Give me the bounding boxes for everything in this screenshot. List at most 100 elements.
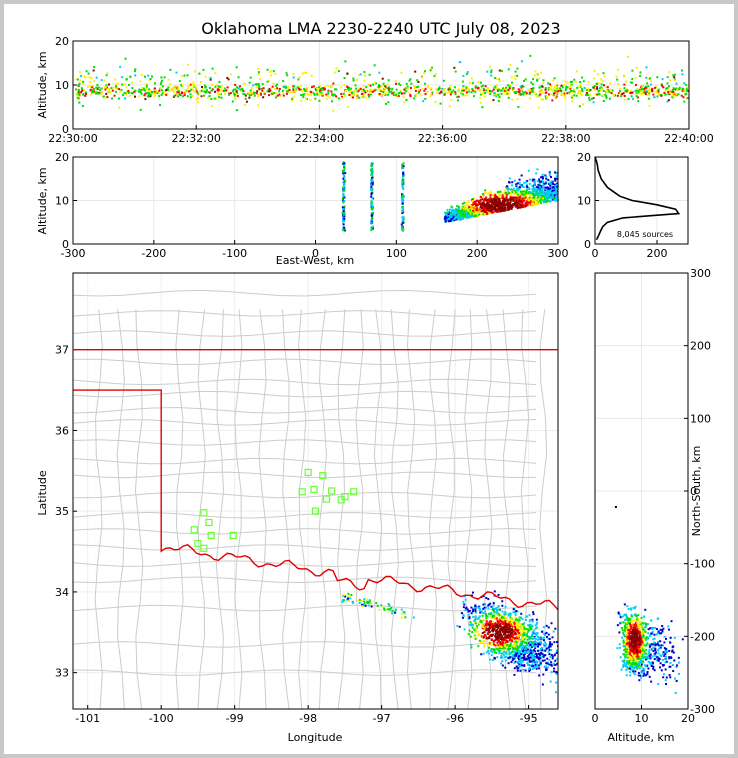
- altitude-time-source: [594, 93, 597, 96]
- altitude-time-source: [563, 94, 566, 97]
- north-south-source: [627, 621, 630, 624]
- east-west-storm-source: [493, 196, 496, 199]
- map-lightning-source: [492, 615, 495, 618]
- altitude-time-source: [183, 94, 186, 97]
- altitude-time-source: [570, 96, 573, 99]
- altitude-time-source: [176, 90, 179, 93]
- altitude-time-source: [542, 79, 545, 82]
- altitude-time-source: [294, 90, 297, 93]
- altitude-time-source: [390, 90, 393, 93]
- map-lightning-source: [364, 604, 367, 607]
- north-south-source: [659, 628, 662, 631]
- altitude-time-source: [521, 85, 524, 88]
- map-lightning-source: [537, 657, 540, 660]
- map-lightning-source: [519, 664, 522, 667]
- altitude-time-source: [200, 81, 203, 84]
- map-lightning-source: [504, 637, 507, 640]
- altitude-time-source: [333, 71, 336, 74]
- altitude-time-source: [147, 89, 150, 92]
- altitude-time-source: [261, 83, 264, 86]
- east-west-column-source: [370, 172, 373, 175]
- map-lightning-source: [467, 633, 470, 636]
- altitude-time-source: [138, 95, 141, 98]
- east-west-column-source: [371, 217, 374, 220]
- map-lightning-source: [507, 626, 510, 629]
- north-south-source: [641, 638, 644, 641]
- altitude-time-source: [400, 92, 403, 95]
- east-west-storm-source: [518, 196, 521, 199]
- map-lightning-source: [562, 641, 564, 643]
- east-west-storm-source: [476, 207, 479, 210]
- map-lightning-source: [511, 654, 514, 657]
- east-west-column-source: [371, 197, 374, 200]
- map-lightning-source: [517, 666, 520, 669]
- altitude-time-source: [204, 91, 207, 94]
- altitude-time-source: [261, 89, 264, 92]
- east-west-storm-source: [519, 193, 522, 196]
- p2-xtick-label: -300: [61, 247, 86, 260]
- altitude-time-source: [623, 98, 626, 101]
- altitude-time-source: [325, 93, 328, 96]
- map-lightning-source: [549, 641, 552, 644]
- east-west-storm-source: [481, 205, 484, 208]
- map-lightning-source: [469, 635, 472, 638]
- altitude-time-source: [617, 68, 620, 71]
- county-line: [73, 544, 537, 551]
- altitude-time-source: [75, 78, 78, 81]
- east-west-column-source: [401, 228, 404, 231]
- east-west-storm-source: [555, 194, 558, 197]
- map-lightning-source: [528, 651, 531, 654]
- east-west-storm-source: [506, 186, 509, 189]
- map-lightning-source: [487, 598, 490, 601]
- east-west-storm-source: [535, 172, 538, 175]
- map-lightning-source: [509, 616, 512, 619]
- map-lightning-source: [531, 632, 534, 635]
- east-west-storm-source: [526, 188, 529, 191]
- map-lightning-source: [553, 654, 556, 657]
- east-west-storm-source: [481, 212, 484, 215]
- altitude-time-source: [79, 79, 82, 82]
- altitude-time-source: [79, 91, 82, 94]
- altitude-time-source: [257, 71, 260, 74]
- map-lightning-source: [542, 649, 545, 652]
- altitude-time-source: [605, 94, 608, 97]
- east-west-storm-source: [542, 191, 545, 194]
- east-west-storm-source: [538, 180, 541, 183]
- altitude-time-source: [647, 94, 650, 97]
- altitude-time-source: [171, 89, 174, 92]
- east-west-storm-source: [505, 197, 508, 200]
- map-lightning-source: [510, 635, 513, 638]
- east-west-storm-source: [554, 190, 557, 193]
- altitude-time-source: [259, 78, 262, 81]
- altitude-time-source: [492, 88, 495, 91]
- altitude-time-source: [600, 86, 603, 89]
- east-west-storm-source: [501, 196, 504, 199]
- altitude-time-source: [579, 85, 582, 88]
- map-lightning-source: [499, 619, 502, 622]
- altitude-time-source: [479, 93, 482, 96]
- altitude-time-source: [153, 90, 156, 93]
- altitude-time-source: [667, 92, 670, 95]
- altitude-time-source: [127, 91, 130, 94]
- altitude-time-source: [160, 89, 163, 92]
- map-lightning-source: [508, 629, 511, 632]
- altitude-time-source: [590, 97, 593, 100]
- east-west-storm-source: [551, 198, 554, 201]
- north-south-source: [660, 644, 663, 647]
- map-lightning-source: [503, 630, 506, 633]
- map-lightning-source: [482, 595, 485, 598]
- map-lightning-source: [363, 602, 366, 605]
- altitude-time-source: [624, 80, 627, 83]
- altitude-time-source: [100, 93, 103, 96]
- map-lightning-source: [553, 664, 556, 667]
- altitude-time-source: [449, 91, 452, 94]
- altitude-time-source: [593, 69, 596, 72]
- map-lightning-source: [524, 642, 527, 645]
- altitude-time-source: [244, 94, 247, 97]
- altitude-time-source: [385, 102, 388, 105]
- altitude-time-source: [373, 64, 376, 67]
- altitude-time-source: [514, 78, 517, 81]
- map-lightning-source: [528, 614, 531, 617]
- east-west-column-source: [341, 212, 344, 215]
